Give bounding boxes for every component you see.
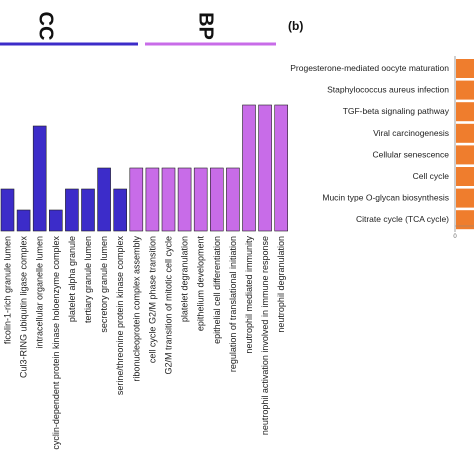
bar-bp-6 bbox=[210, 167, 224, 232]
pathway-bar-4 bbox=[456, 123, 474, 143]
category-label-bp-2: cell cycle G2/M phase transition bbox=[147, 236, 157, 363]
category-label-cc-2: Cul3-RING ubiquitin ligase complex bbox=[19, 236, 29, 379]
bar-bp-4 bbox=[177, 167, 192, 232]
bar-cc-8 bbox=[113, 188, 127, 232]
pathway-bar-6 bbox=[456, 167, 474, 186]
bar-cc-2 bbox=[16, 209, 31, 232]
bar-bp-2 bbox=[145, 167, 160, 232]
pathway-label-8: Citrate cycle (TCA cycle) bbox=[356, 214, 449, 224]
bar-bp-7 bbox=[226, 167, 240, 232]
category-label-cc-7: secretory granule lumen bbox=[99, 236, 109, 333]
pathway-label-2: Staphylococcus aureus infection bbox=[327, 85, 449, 95]
group-label-bp: BP bbox=[195, 12, 217, 40]
panel-label-b: (b) bbox=[288, 19, 303, 33]
category-label-bp-5: epithelium development bbox=[196, 236, 206, 332]
category-label-cc-1: ficolin-1-rich granule lumen bbox=[3, 236, 13, 344]
category-label-bp-8: neutrophil mediated immunity bbox=[244, 236, 254, 354]
bar-cc-3 bbox=[32, 125, 47, 232]
bar-bp-1 bbox=[129, 167, 144, 232]
bar-bp-5 bbox=[193, 167, 208, 232]
bar-cc-5 bbox=[65, 188, 79, 232]
category-label-cc-4: cyclin-dependent protein kinase holoenzy… bbox=[51, 236, 61, 450]
bar-cc-7 bbox=[97, 167, 111, 232]
category-label-cc-6: tertiary granule lumen bbox=[83, 236, 93, 323]
x-tick-label-0: 0 bbox=[453, 234, 457, 240]
category-label-cc-8: serine/threonine protein kinase complex bbox=[115, 236, 125, 396]
category-label-bp-10: neutrophil degranulation bbox=[276, 236, 286, 333]
category-label-bp-6: epithelial cell differentiation bbox=[212, 236, 222, 344]
pathway-bar-7 bbox=[456, 188, 474, 208]
bar-cc-1 bbox=[0, 188, 15, 232]
category-label-bp-3: G2/M transition of mitotic cell cycle bbox=[164, 236, 174, 375]
pathway-bar-5 bbox=[456, 145, 474, 165]
group-label-cc: CC bbox=[35, 12, 57, 41]
category-label-bp-1: ribonucleoprotein complex assembly bbox=[131, 236, 141, 382]
pathway-bar-3 bbox=[456, 102, 474, 122]
bar-bp-3 bbox=[161, 167, 176, 232]
pathway-label-6: Cell cycle bbox=[413, 171, 450, 181]
bar-bp-10 bbox=[274, 104, 289, 232]
category-label-bp-7: regulation of translational initiation bbox=[228, 236, 238, 372]
bar-bp-9 bbox=[258, 104, 272, 232]
pathway-label-3: TGF-beta signaling pathway bbox=[343, 106, 450, 116]
bar-cc-4 bbox=[48, 209, 63, 232]
pathway-label-5: Cellular senescence bbox=[372, 149, 449, 159]
pathway-bar-2 bbox=[456, 80, 474, 100]
pathway-label-1: Progesterone-mediated oocyte maturation bbox=[290, 63, 449, 73]
bar-bp-8 bbox=[242, 104, 256, 232]
pathway-bar-1 bbox=[456, 59, 474, 78]
pathway-bar-8 bbox=[456, 210, 474, 230]
category-label-bp-4: platelet degranulation bbox=[180, 236, 190, 322]
pathway-label-4: Viral carcinogenesis bbox=[373, 128, 449, 138]
category-label-bp-9: neutrophil activation involved in immune… bbox=[260, 236, 270, 435]
category-label-cc-3: intracellular organelle lumen bbox=[35, 236, 45, 349]
category-label-cc-5: platelet alpha granule bbox=[67, 236, 77, 322]
bar-cc-6 bbox=[81, 188, 95, 232]
pathway-label-7: Mucin type O-glycan biosynthesis bbox=[322, 193, 449, 203]
